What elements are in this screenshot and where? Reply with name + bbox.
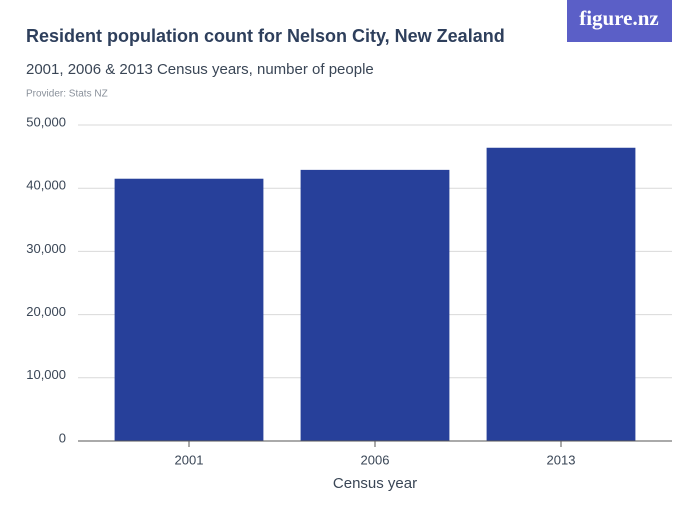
source: Provider: Stats NZ [26,89,108,100]
y-tick-label: 10,000 [26,367,66,382]
x-tick-label: 2006 [361,452,390,467]
chart-subtitle: 2001, 2006 & 2013 Census years, number o… [26,61,374,78]
bar [486,147,636,441]
y-tick-label: 50,000 [26,114,66,129]
bar [300,169,450,441]
logo-box [567,0,672,42]
y-tick-label: 30,000 [26,241,66,256]
x-tick-label: 2001 [175,452,204,467]
logo: figure.nz [579,6,659,30]
x-tick-label: 2013 [547,452,576,467]
chart-title: Resident population count for Nelson Cit… [26,26,505,46]
y-tick-label: 0 [59,430,66,445]
y-tick-label: 20,000 [26,304,66,319]
x-axis-label: Census year [333,475,417,492]
y-tick-label: 40,000 [26,178,66,193]
bar [114,178,264,441]
